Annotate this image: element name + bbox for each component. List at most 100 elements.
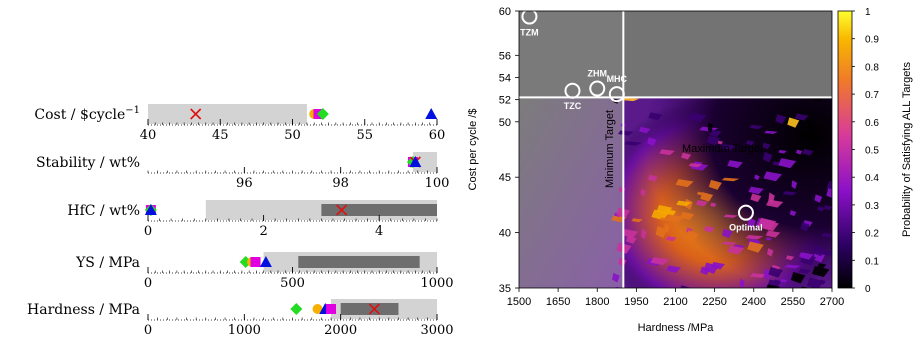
- heatmap-cell: [826, 188, 832, 198]
- row-triangle-marker: [144, 204, 157, 215]
- heatmap-cell: [764, 130, 778, 134]
- heatmap-cell: [640, 188, 646, 197]
- colorbar-tick-label: 0.5: [865, 146, 879, 157]
- heatmap-cell: [763, 171, 783, 182]
- heatmap-cell: [676, 200, 692, 207]
- heatmap-cell: [758, 217, 777, 230]
- heatmap-cell: [688, 112, 707, 122]
- y-tick-label: 40: [499, 228, 511, 240]
- row-square-marker: [326, 304, 337, 314]
- heatmap-cell: [666, 265, 681, 273]
- heatmap-cell: [746, 140, 755, 146]
- heatmap-cell: [790, 271, 806, 284]
- heatmap-cell: [789, 210, 797, 217]
- heatmap-cell: [765, 230, 781, 238]
- tick-label: 500: [280, 276, 305, 291]
- heatmap-cell: [762, 151, 773, 163]
- alloy-circle: [737, 204, 754, 221]
- tick-label: 98: [332, 176, 349, 191]
- heatmap-cell: [648, 112, 663, 121]
- heatmap-cell: [703, 262, 719, 274]
- heatmap-cell: [747, 217, 756, 229]
- heatmap-cell: [799, 133, 807, 138]
- alloy-circle: [564, 82, 581, 99]
- x-axis-label: Hardness /MPa: [638, 322, 715, 334]
- colorbar-tick-label: 0.2: [865, 229, 879, 240]
- y-axis-label: Cost per cycle /$: [467, 109, 479, 191]
- heatmap-cell: [806, 277, 824, 288]
- heatmap-cell: [696, 191, 703, 196]
- heatmap-cell: [780, 279, 788, 283]
- heatmap-cell: [791, 180, 798, 189]
- heatmap-cell: [706, 135, 720, 146]
- heatmap-cell: [675, 179, 694, 188]
- row-diamond-marker: [290, 303, 303, 315]
- alloy-label: Optimal: [729, 223, 763, 233]
- strip-row: Cost / $cycle−140 45 50 55 60: [34, 104, 445, 143]
- heatmap-dark-corner: [623, 97, 832, 288]
- alloy-label: TZC: [564, 101, 582, 111]
- heatmap-cell: [623, 141, 643, 146]
- heatmap-cell: [808, 119, 813, 132]
- heatmap-cell: [651, 209, 670, 221]
- heatmap-cell: [695, 199, 708, 207]
- strip-row: Stability / wt% 96 98 100: [36, 152, 449, 191]
- alloy-label: ZHM: [588, 69, 608, 79]
- tick-label: 55: [356, 128, 373, 143]
- heatmap-cell: [749, 124, 763, 130]
- heatmap-cell: [688, 163, 703, 168]
- tick-label: 60: [429, 128, 446, 143]
- colorbar-tick-label: 0.6: [865, 118, 879, 129]
- row-triangle-marker: [425, 108, 438, 119]
- x-tick-label: 2700: [820, 296, 844, 308]
- heatmap-cell: [795, 149, 803, 155]
- colorbar-tick-label: 0.9: [865, 35, 879, 46]
- heatmap-cell: [817, 206, 825, 212]
- heatmap-cell: [647, 137, 657, 146]
- heatmap-cell: [647, 174, 658, 182]
- colorbar-tick-label: 0.7: [865, 90, 879, 101]
- row-circle-marker: [312, 304, 323, 314]
- x-tick-label: 1500: [507, 296, 531, 308]
- heatmap-cell: [813, 245, 825, 257]
- tick-label: 100: [425, 176, 450, 191]
- tick-label: 45: [212, 128, 229, 143]
- heatmap-cell: [641, 228, 647, 240]
- alloy-label: TZM: [520, 28, 539, 38]
- heatmap-cell: [710, 202, 717, 208]
- heatmap-cell: [680, 211, 695, 220]
- tick-label: 3000: [420, 323, 453, 338]
- alloy-point: TZM: [520, 8, 539, 38]
- strip-row: YS / MPa 0 500 1000: [75, 252, 454, 291]
- tick-label: 50: [284, 128, 301, 143]
- alloy-circle: [589, 80, 606, 97]
- heatmap-cell: [727, 245, 744, 255]
- y-tick-label: 54: [499, 72, 511, 84]
- tick-label: 0: [144, 224, 152, 239]
- heatmap-cell: [749, 273, 768, 278]
- heatmap-plot: Maximum Target Minimum Target TZM TZC ZHMMHC…: [467, 6, 913, 334]
- dark-target-band: [321, 204, 437, 216]
- heatmap-cell: [650, 257, 670, 265]
- row-label: YS / MPa: [75, 255, 140, 271]
- heatmap-cell: [721, 228, 733, 239]
- heatmap-cell: [625, 235, 637, 244]
- minimum-target-label: Minimum Target: [604, 110, 616, 188]
- heatmap-cell: [800, 252, 814, 260]
- row-label-superscript: −1: [125, 105, 140, 116]
- alloy-label: MHC: [607, 74, 628, 84]
- colorbar-tick-label: 0.1: [865, 256, 879, 267]
- row-triangle-marker: [409, 156, 422, 167]
- heatmap-cell: [784, 264, 801, 269]
- heatmap-cell: [631, 218, 643, 223]
- y-tick-label: 35: [499, 283, 511, 295]
- heatmap-lower-left: [519, 97, 624, 288]
- heatmap-cell: [782, 191, 798, 196]
- row-diamond-marker: [316, 108, 329, 120]
- strip-row: Hardness / MPa 0 1000 2000 3000: [27, 299, 454, 338]
- heatmap-cell: [768, 267, 783, 278]
- heatmap-cell: [618, 257, 627, 267]
- heatmap-cell: [814, 194, 823, 203]
- row-label: Hardness / MPa: [27, 302, 140, 318]
